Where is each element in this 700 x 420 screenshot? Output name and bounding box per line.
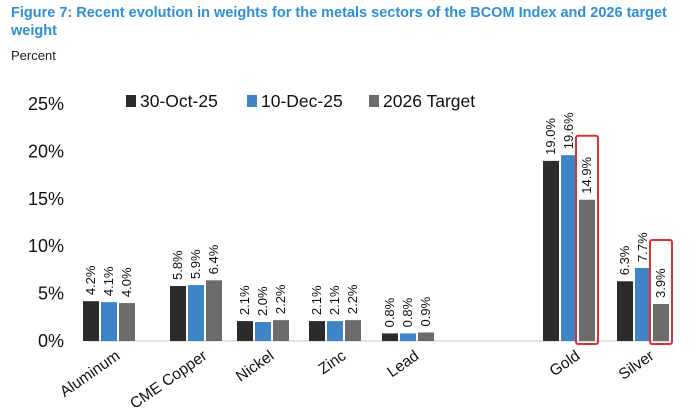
data-label: 0.9% xyxy=(418,296,433,326)
data-label: 14.9% xyxy=(579,156,594,193)
data-label: 2.2% xyxy=(273,284,288,314)
y-tick-label: 5% xyxy=(38,284,64,304)
bar-lead-1 xyxy=(382,333,398,341)
bar-nickel-3 xyxy=(273,320,289,341)
y-tick-label: 10% xyxy=(28,236,64,256)
bar-gold-1 xyxy=(543,160,559,341)
category-label: Zinc xyxy=(316,347,350,378)
category-label: Lead xyxy=(384,347,422,381)
y-tick-label: 0% xyxy=(38,331,64,351)
bar-lead-2 xyxy=(400,333,416,341)
data-label: 19.6% xyxy=(561,112,576,149)
bar-cme-copper-2 xyxy=(188,285,204,341)
bar-silver-2 xyxy=(635,268,651,341)
y-tick-label: 15% xyxy=(28,189,64,209)
data-label: 4.2% xyxy=(83,265,98,295)
bar-zinc-3 xyxy=(345,320,361,341)
bar-aluminum-3 xyxy=(119,303,135,341)
highlight-box xyxy=(575,134,599,345)
bar-nickel-2 xyxy=(255,322,271,341)
bar-silver-1 xyxy=(617,281,633,341)
bar-gold-2 xyxy=(561,155,577,341)
category-label: Silver xyxy=(616,347,658,383)
bar-lead-3 xyxy=(418,332,434,341)
legend-entry: 2026 Target xyxy=(383,91,475,111)
bar-gold-3 xyxy=(579,199,595,341)
bar-cme-copper-3 xyxy=(206,280,222,341)
bar-silver-3 xyxy=(653,304,669,341)
y-tick-label: 20% xyxy=(28,141,64,161)
y-unit-label: Percent xyxy=(11,48,56,63)
data-label: 4.0% xyxy=(119,267,134,297)
legend-swatch xyxy=(369,95,379,107)
data-label: 4.1% xyxy=(101,266,116,296)
bar-zinc-2 xyxy=(327,321,343,341)
category-label: Aluminum xyxy=(57,347,123,400)
legend-swatch xyxy=(126,95,136,107)
data-label: 5.9% xyxy=(188,249,203,279)
data-label: 2.1% xyxy=(237,285,252,315)
data-label: 7.7% xyxy=(635,232,650,262)
y-tick-label: 25% xyxy=(28,94,64,114)
data-label: 5.8% xyxy=(170,250,185,280)
data-label: 6.4% xyxy=(206,244,221,274)
legend-entry: 10-Dec-25 xyxy=(261,91,343,111)
bar-cme-copper-1 xyxy=(170,286,186,341)
category-label: Nickel xyxy=(233,347,277,385)
data-label: 0.8% xyxy=(400,297,415,327)
data-label: 2.1% xyxy=(327,285,342,315)
data-label: 2.0% xyxy=(255,286,270,316)
bar-zinc-1 xyxy=(309,321,325,341)
data-label: 0.8% xyxy=(382,297,397,327)
category-label: Gold xyxy=(547,347,584,380)
chart-title: Figure 7: Recent evolution in weights fo… xyxy=(11,5,667,39)
data-label: 19.0% xyxy=(543,118,558,155)
bar-nickel-1 xyxy=(237,321,253,341)
bar-aluminum-1 xyxy=(83,301,99,341)
data-label: 6.3% xyxy=(617,245,632,275)
category-label: CME Copper xyxy=(127,347,210,412)
bar-aluminum-2 xyxy=(101,302,117,341)
legend-entry: 30-Oct-25 xyxy=(140,91,218,111)
data-label: 2.1% xyxy=(309,285,324,315)
data-label: 3.9% xyxy=(653,268,668,298)
legend-swatch xyxy=(247,95,257,107)
data-label: 2.2% xyxy=(345,284,360,314)
highlight-box xyxy=(649,239,673,345)
